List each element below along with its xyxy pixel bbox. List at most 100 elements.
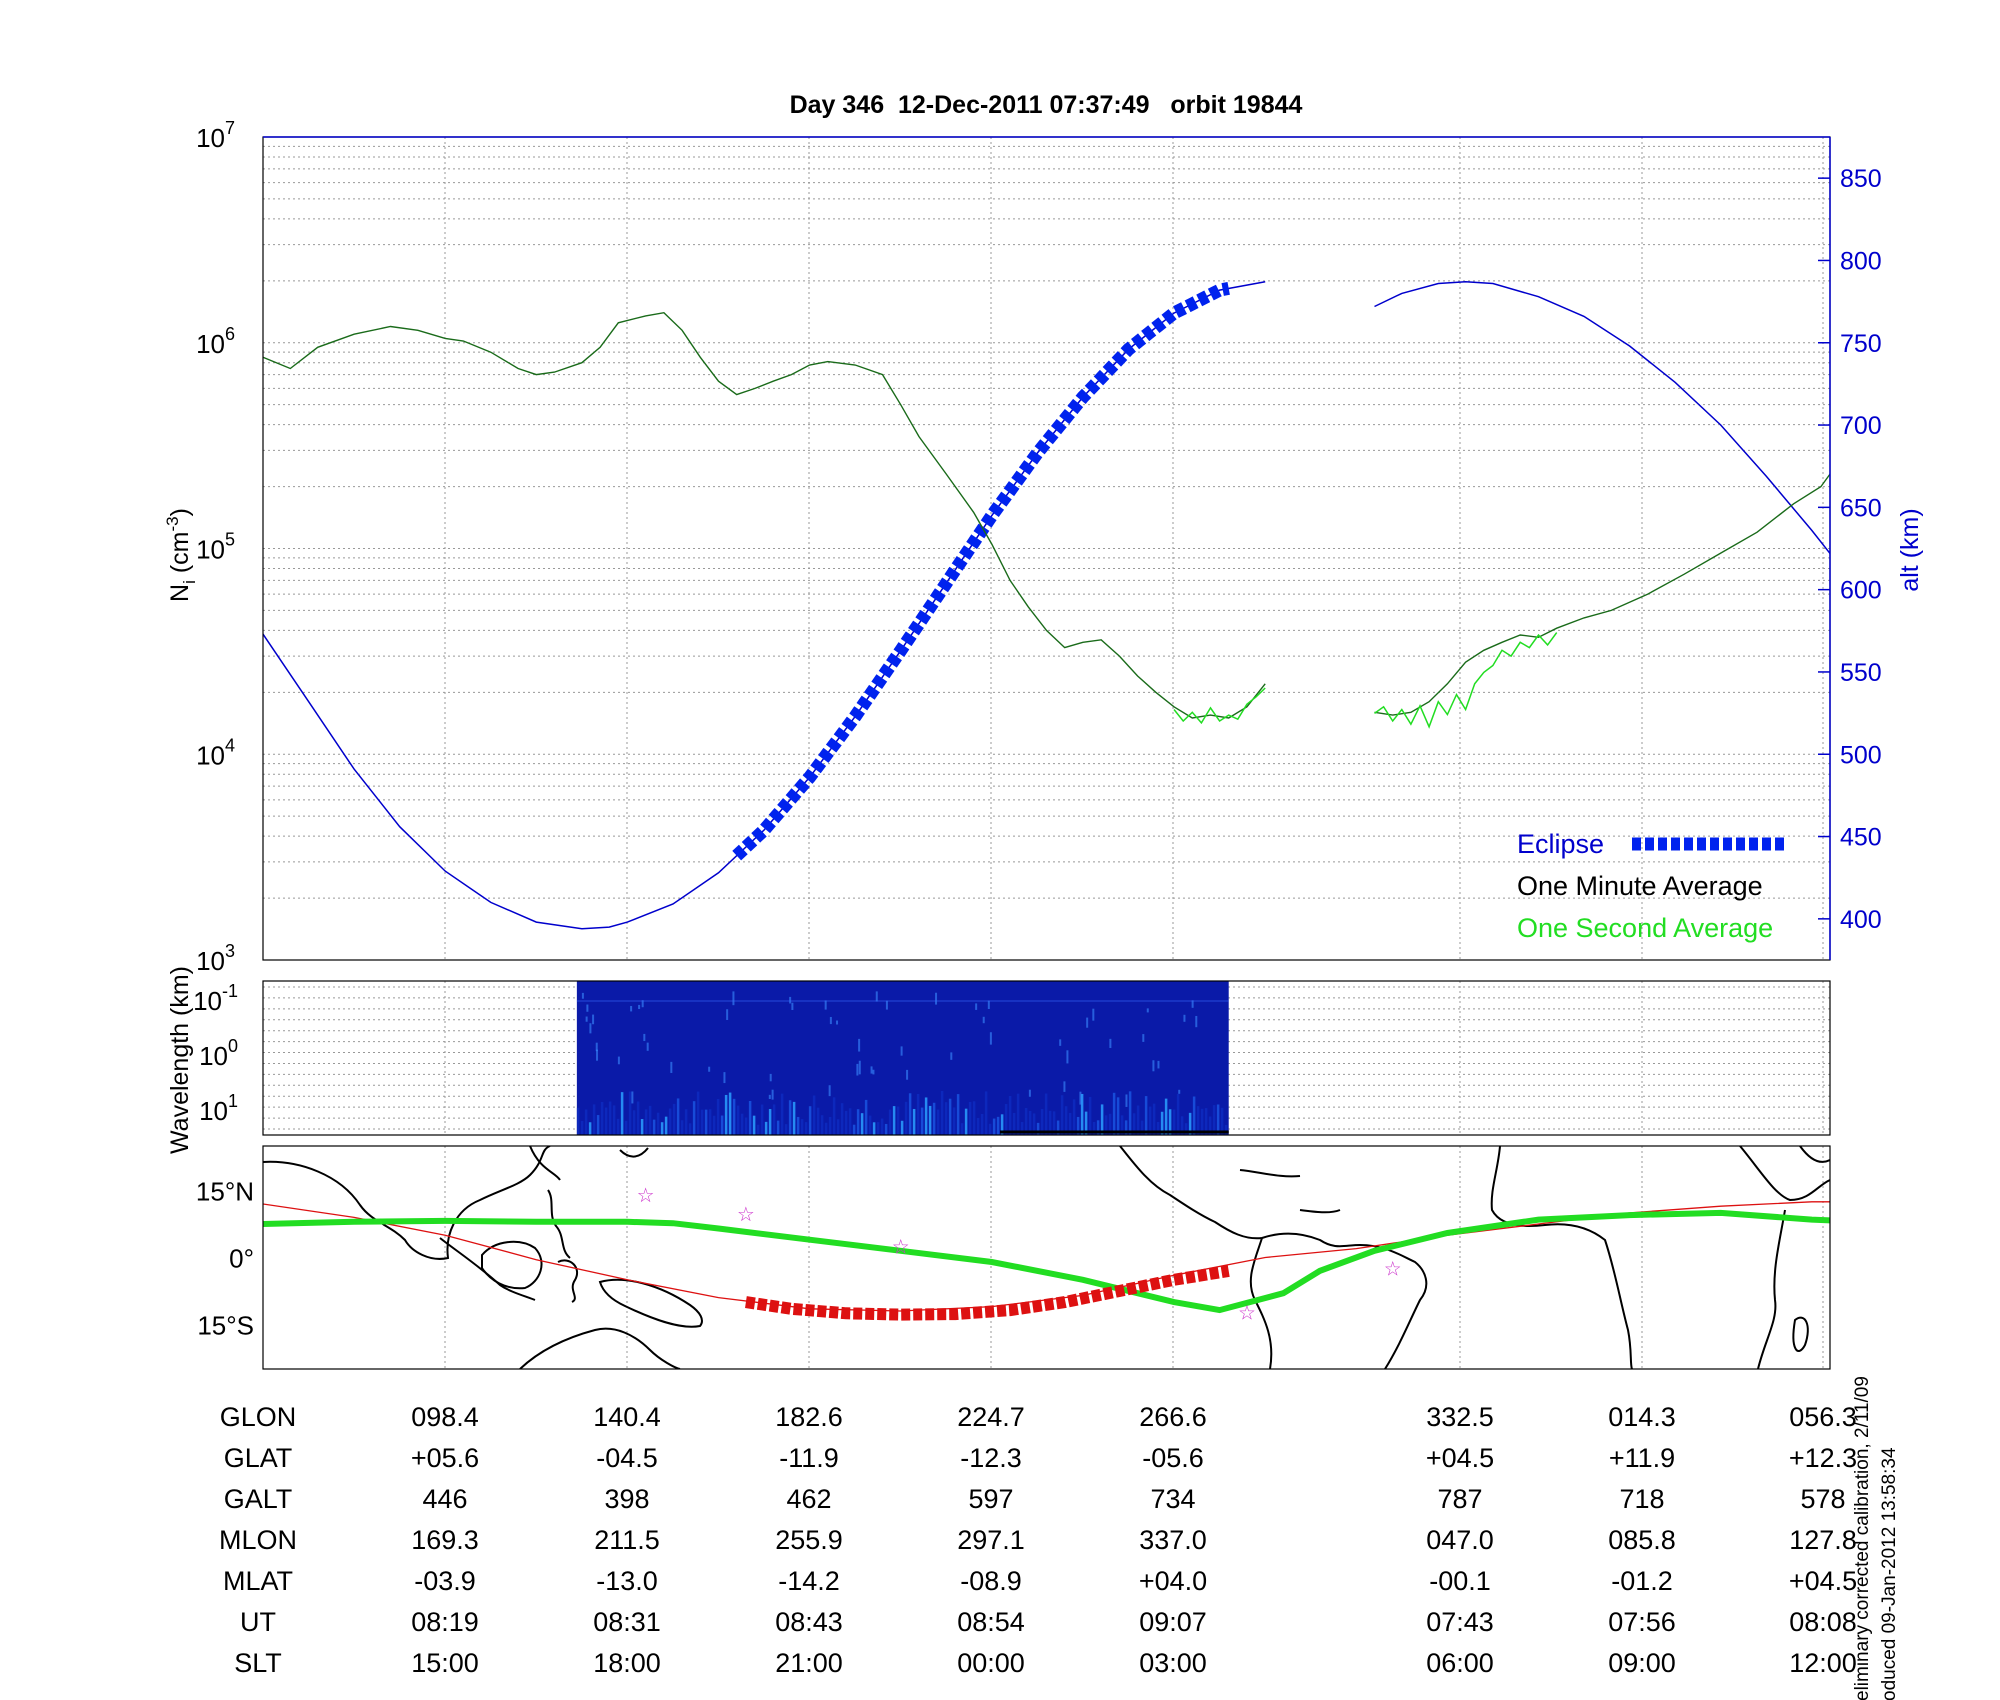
spectrogram-speck [935, 992, 938, 1005]
spectrogram-column [1032, 1113, 1036, 1135]
tick-exp: 0 [228, 1036, 238, 1056]
spectrogram-speck [906, 1069, 909, 1080]
spectrogram-column [1204, 1108, 1208, 1135]
spectrogram-column [1172, 1109, 1176, 1135]
ephemeris-cell: -03.9 [414, 1566, 476, 1596]
spectrogram-column [1180, 1116, 1184, 1135]
spectrogram-column [996, 1116, 1000, 1135]
spectrogram-column [692, 1101, 696, 1135]
spectrogram-column [804, 1122, 808, 1135]
spectrogram-column [1056, 1120, 1060, 1135]
spectrogram-column [880, 1118, 884, 1135]
spectrogram-column [932, 1102, 936, 1135]
spectrogram-column [1036, 1122, 1040, 1135]
coast-caribbean [1239, 1169, 1341, 1214]
spectrogram-column [920, 1107, 924, 1135]
ylabel-main: N [166, 584, 194, 602]
ephemeris-cell: 337.0 [1139, 1525, 1207, 1555]
spectrogram-column [1200, 1108, 1204, 1135]
tick-base: 10 [193, 986, 222, 1016]
ephemeris-cell: 07:43 [1426, 1607, 1494, 1637]
spectrogram-speck [723, 1072, 726, 1084]
altitude-tick-label: 400 [1840, 906, 1882, 934]
spectrogram-column [924, 1097, 928, 1135]
spectrogram-column [652, 1119, 656, 1135]
spectrogram-speck [875, 991, 878, 1002]
ephemeris-cell: -12.3 [960, 1443, 1022, 1473]
map-grid [444, 1146, 1824, 1369]
spectrogram-column [592, 1104, 596, 1135]
spectrogram-speck [1146, 1008, 1149, 1013]
spectrogram-speck [617, 1056, 620, 1065]
spectrogram-column [644, 1109, 648, 1135]
spectrogram-column [604, 1107, 608, 1135]
spectrogram-column [628, 1091, 632, 1135]
ephemeris-cell: 09:07 [1139, 1607, 1207, 1637]
coast-china-east [529, 1146, 561, 1181]
density-layer [263, 311, 1830, 729]
spectrogram-column [1028, 1110, 1032, 1135]
eclipse-track-line [745, 1264, 1230, 1321]
density-grid [263, 137, 1830, 961]
ephemeris-row-label: MLON [219, 1525, 297, 1555]
ephemeris-row-label: MLAT [223, 1566, 293, 1596]
spectrogram-column [712, 1115, 716, 1135]
spectrogram-column [660, 1122, 664, 1135]
coast-australia [519, 1327, 681, 1369]
spectrogram-heatmap [576, 981, 1229, 1135]
spectrogram-column [816, 1107, 820, 1135]
spectrogram-column [640, 1119, 644, 1135]
spectrogram-column [1060, 1095, 1064, 1135]
one-minute-line [263, 311, 1266, 719]
ephemeris-cell: 211.5 [594, 1525, 660, 1555]
tick-base: 10 [196, 740, 225, 770]
altitude-tick-label: 650 [1840, 494, 1882, 522]
spectrogram-column [960, 1123, 964, 1135]
spectrogram-column [1188, 1112, 1192, 1135]
spectrogram-speck [1178, 1089, 1181, 1094]
spectrogram-column [1160, 1111, 1164, 1135]
spectrogram-speck [581, 992, 584, 999]
one-minute-line [1374, 472, 1830, 716]
spectrogram-speck [789, 996, 792, 1004]
spectrogram-column [1116, 1097, 1120, 1135]
spectrogram-column [904, 1101, 908, 1135]
spectrogram-column [1020, 1122, 1024, 1135]
ylabel-sub: i [180, 580, 199, 584]
spectrogram-column [696, 1091, 700, 1135]
spectrogram-column [656, 1112, 660, 1135]
ephemeris-cell: -05.6 [1142, 1443, 1204, 1473]
spectrogram-column [588, 1122, 592, 1135]
spectrogram-column [896, 1106, 900, 1135]
spectrogram-column [1076, 1116, 1080, 1135]
ylabel-exp: -3 [163, 516, 182, 531]
ephemeris-cell: 08:31 [593, 1607, 661, 1637]
spectrogram-column [836, 1119, 840, 1135]
tick-exp: 4 [225, 735, 235, 755]
spectrogram-column [944, 1102, 948, 1135]
tick-base: 10 [196, 123, 225, 153]
coastlines [263, 1146, 1830, 1369]
spectrogram-column [1084, 1111, 1088, 1135]
spectrogram-speck [1195, 1015, 1198, 1028]
spectrogram-column [912, 1108, 916, 1135]
coast-borneo [481, 1240, 543, 1290]
density-tick-label: 107 [196, 118, 235, 153]
coast-japan [619, 1147, 649, 1158]
spectrogram-column [616, 1118, 620, 1135]
spectrogram-column [1064, 1106, 1068, 1135]
spectrogram-speck [829, 1016, 832, 1025]
spectrogram-column [856, 1109, 860, 1135]
coast-sulawesi [557, 1259, 578, 1303]
ephemeris-cell: +05.6 [411, 1443, 479, 1473]
coast-new-guinea [598, 1278, 703, 1328]
spectrogram-speck [872, 1069, 875, 1075]
spectrogram-speck [643, 1033, 646, 1042]
tick-base: 10 [196, 329, 225, 359]
spectrogram-column [576, 1107, 580, 1135]
spectrogram-column [964, 1108, 968, 1135]
spectrogram-column [676, 1098, 680, 1135]
spectrogram-column [1124, 1120, 1128, 1135]
